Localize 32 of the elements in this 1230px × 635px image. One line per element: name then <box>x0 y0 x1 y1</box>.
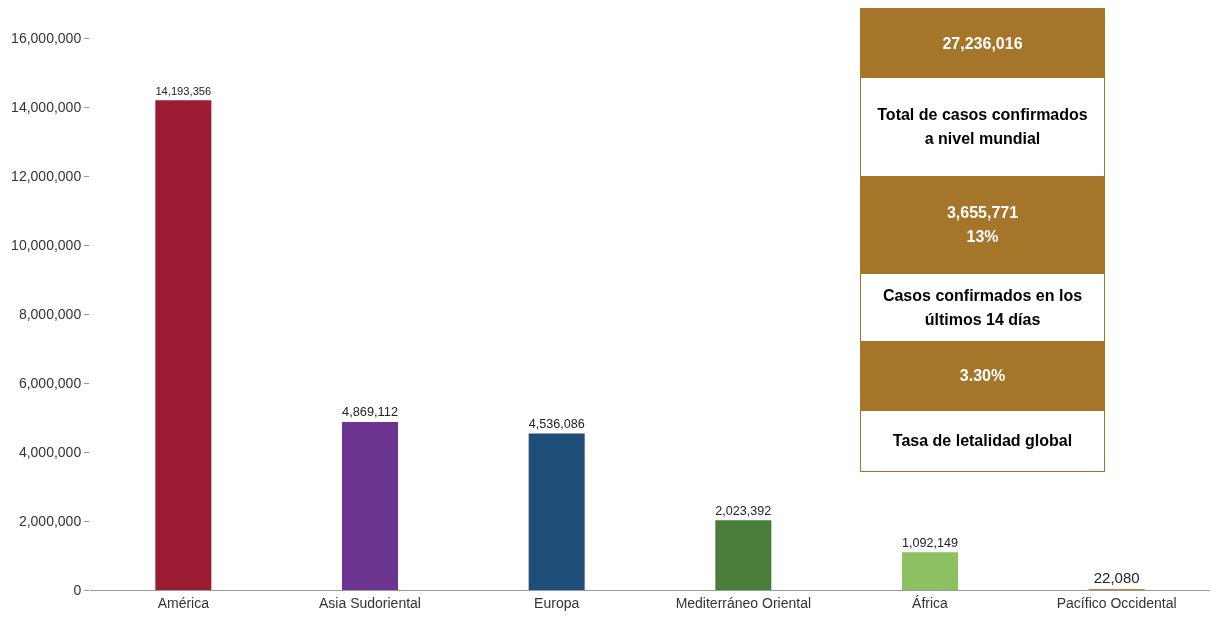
bar <box>902 552 958 590</box>
annotation: 27,236,016 <box>861 9 1104 78</box>
annotation: Tasa de letalidad global <box>861 411 1104 471</box>
bar <box>715 520 772 590</box>
y-tick-label: 4,000,000 <box>18 443 82 460</box>
x-tick-label: Pacífico Occidental <box>1056 594 1177 611</box>
y-tick-label: 12,000,000 <box>11 167 82 184</box>
data-label: 2,023,392 <box>715 503 772 518</box>
y-tick-label: 10,000,000 <box>11 236 82 253</box>
y-tick-label: 6,000,000 <box>18 374 82 391</box>
x-tick-label: África <box>912 594 949 611</box>
bar <box>528 433 585 590</box>
bar <box>342 422 398 590</box>
y-tick-label: 0 <box>73 581 82 598</box>
annotation: Total de casos confirmados a nivel mundial <box>861 78 1104 176</box>
data-label: 22,080 <box>1093 569 1140 586</box>
x-tick-label: Europa <box>534 594 580 611</box>
data-label: 4,869,112 <box>342 404 398 420</box>
y-tick-label: 14,000,000 <box>11 98 82 115</box>
annotation: Casos confirmados en los últimos 14 días <box>861 274 1104 341</box>
data-label: 14,193,356 <box>155 85 212 98</box>
y-tick-label: 8,000,000 <box>18 305 82 322</box>
data-label: 1,092,149 <box>902 535 958 550</box>
x-tick-label: América <box>157 594 210 611</box>
annotation: 3,655,771 13% <box>861 176 1104 274</box>
data-label: 4,536,086 <box>528 416 585 431</box>
x-tick-label: Asia Sudoriental <box>319 594 421 611</box>
y-tick-label: 2,000,000 <box>18 512 82 529</box>
bar <box>155 100 212 590</box>
annotation: 3.30% <box>861 341 1104 411</box>
x-tick-label: Mediterráneo Oriental <box>675 594 812 611</box>
y-tick-label: 16,000,000 <box>11 29 82 46</box>
